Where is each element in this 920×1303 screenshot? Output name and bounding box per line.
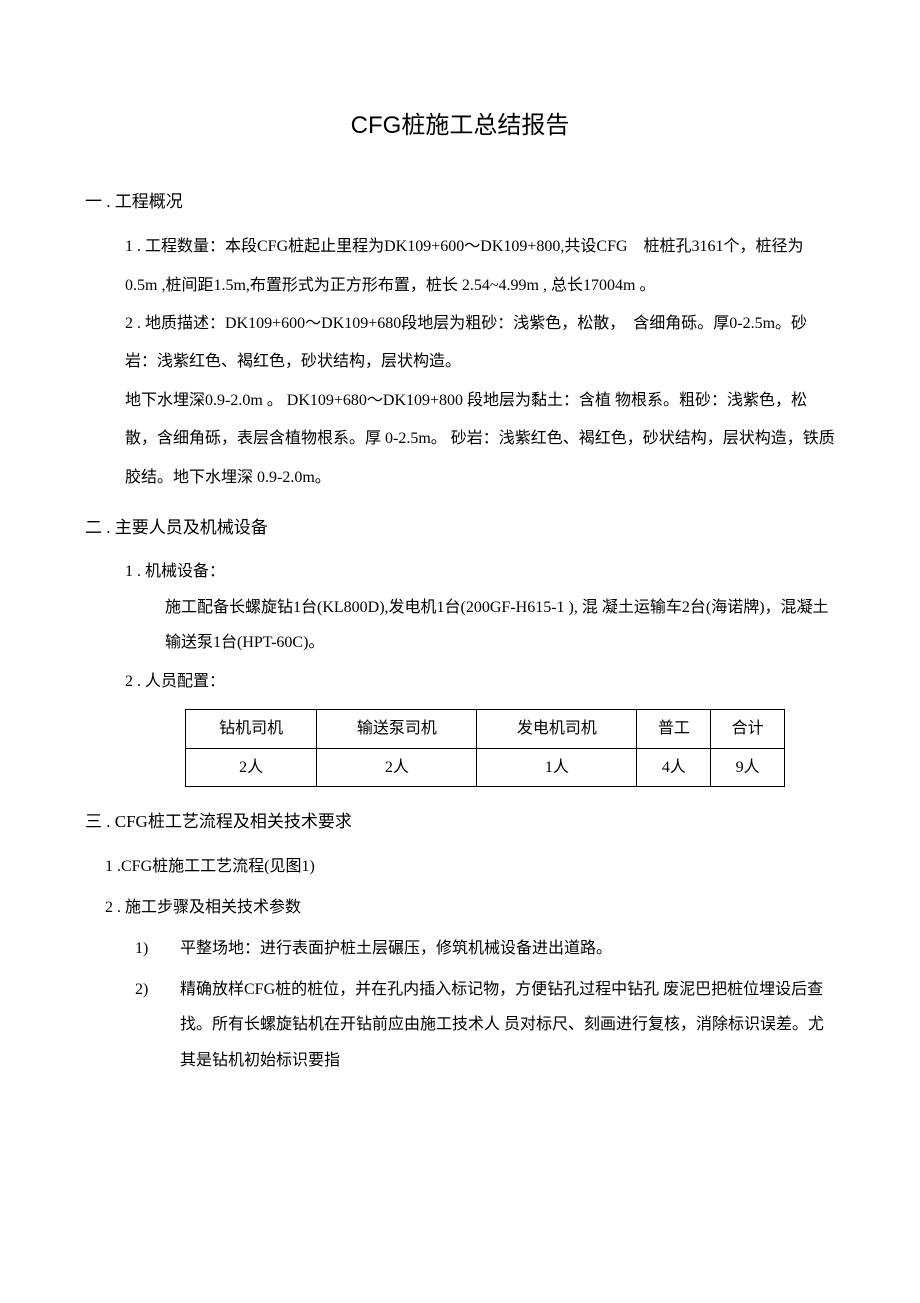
section-1-p2: 2 . 地质描述：DK109+600〜DK109+680段地层为粗砂：浅紫色，松… [125, 305, 835, 382]
step-num: 1) [135, 931, 180, 966]
table-header-cell: 钻机司机 [186, 710, 317, 749]
section-1-heading: 一 . 工程概况 [85, 183, 835, 220]
section-2-sub1-text: 施工配备长螺旋钻1台(KL800D),发电机1台(200GF-H615-1 ),… [125, 590, 835, 660]
section-2-content: 1 . 机械设备： 施工配备长螺旋钻1台(KL800D),发电机1台(200GF… [85, 554, 835, 699]
table-header-cell: 普工 [637, 710, 711, 749]
section-3-sub2: 2 . 施工步骤及相关技术参数 [85, 890, 835, 925]
step-item-1: 1) 平整场地：进行表面护桩土层碾压，修筑机械设备进出道路。 [85, 931, 835, 966]
section-3-sub1: 1 .CFG桩施工工艺流程(见图1) [85, 849, 835, 884]
section-1-p3: 地下水埋深0.9-2.0m 。 DK109+680〜DK109+800 段地层为… [125, 382, 835, 497]
personnel-table: 钻机司机 输送泵司机 发电机司机 普工 合计 2人 2人 1人 4人 9人 [185, 709, 785, 787]
section-2-heading: 二 . 主要人员及机械设备 [85, 509, 835, 546]
table-header-cell: 发电机司机 [477, 710, 637, 749]
table-data-cell: 9人 [711, 748, 785, 787]
table-data-cell: 1人 [477, 748, 637, 787]
table-header-row: 钻机司机 输送泵司机 发电机司机 普工 合计 [186, 710, 785, 749]
table-data-cell: 2人 [317, 748, 477, 787]
section-2-sub1-heading: 1 . 机械设备： [125, 554, 835, 589]
step-text: 精确放样CFG桩的桩位，并在孔内插入标记物，方便钻孔过程中钻孔 废泥巴把桩位埋设… [180, 972, 835, 1078]
step-item-2: 2) 精确放样CFG桩的桩位，并在孔内插入标记物，方便钻孔过程中钻孔 废泥巴把桩… [85, 972, 835, 1078]
document-title: CFG桩施工总结报告 [85, 100, 835, 153]
table-data-cell: 2人 [186, 748, 317, 787]
section-1-p1: 1 . 工程数量：本段CFG桩起止里程为DK109+600〜DK109+800,… [125, 228, 835, 305]
table-data-row: 2人 2人 1人 4人 9人 [186, 748, 785, 787]
section-3-heading: 三 . CFG桩工艺流程及相关技术要求 [85, 803, 835, 840]
table-header-cell: 合计 [711, 710, 785, 749]
section-2-sub2-heading: 2 . 人员配置： [125, 664, 835, 699]
table-header-cell: 输送泵司机 [317, 710, 477, 749]
personnel-table-wrapper: 钻机司机 输送泵司机 发电机司机 普工 合计 2人 2人 1人 4人 9人 [85, 709, 835, 787]
table-data-cell: 4人 [637, 748, 711, 787]
section-1-content: 1 . 工程数量：本段CFG桩起止里程为DK109+600〜DK109+800,… [85, 228, 835, 497]
step-num: 2) [135, 972, 180, 1078]
step-text: 平整场地：进行表面护桩土层碾压，修筑机械设备进出道路。 [180, 931, 835, 966]
